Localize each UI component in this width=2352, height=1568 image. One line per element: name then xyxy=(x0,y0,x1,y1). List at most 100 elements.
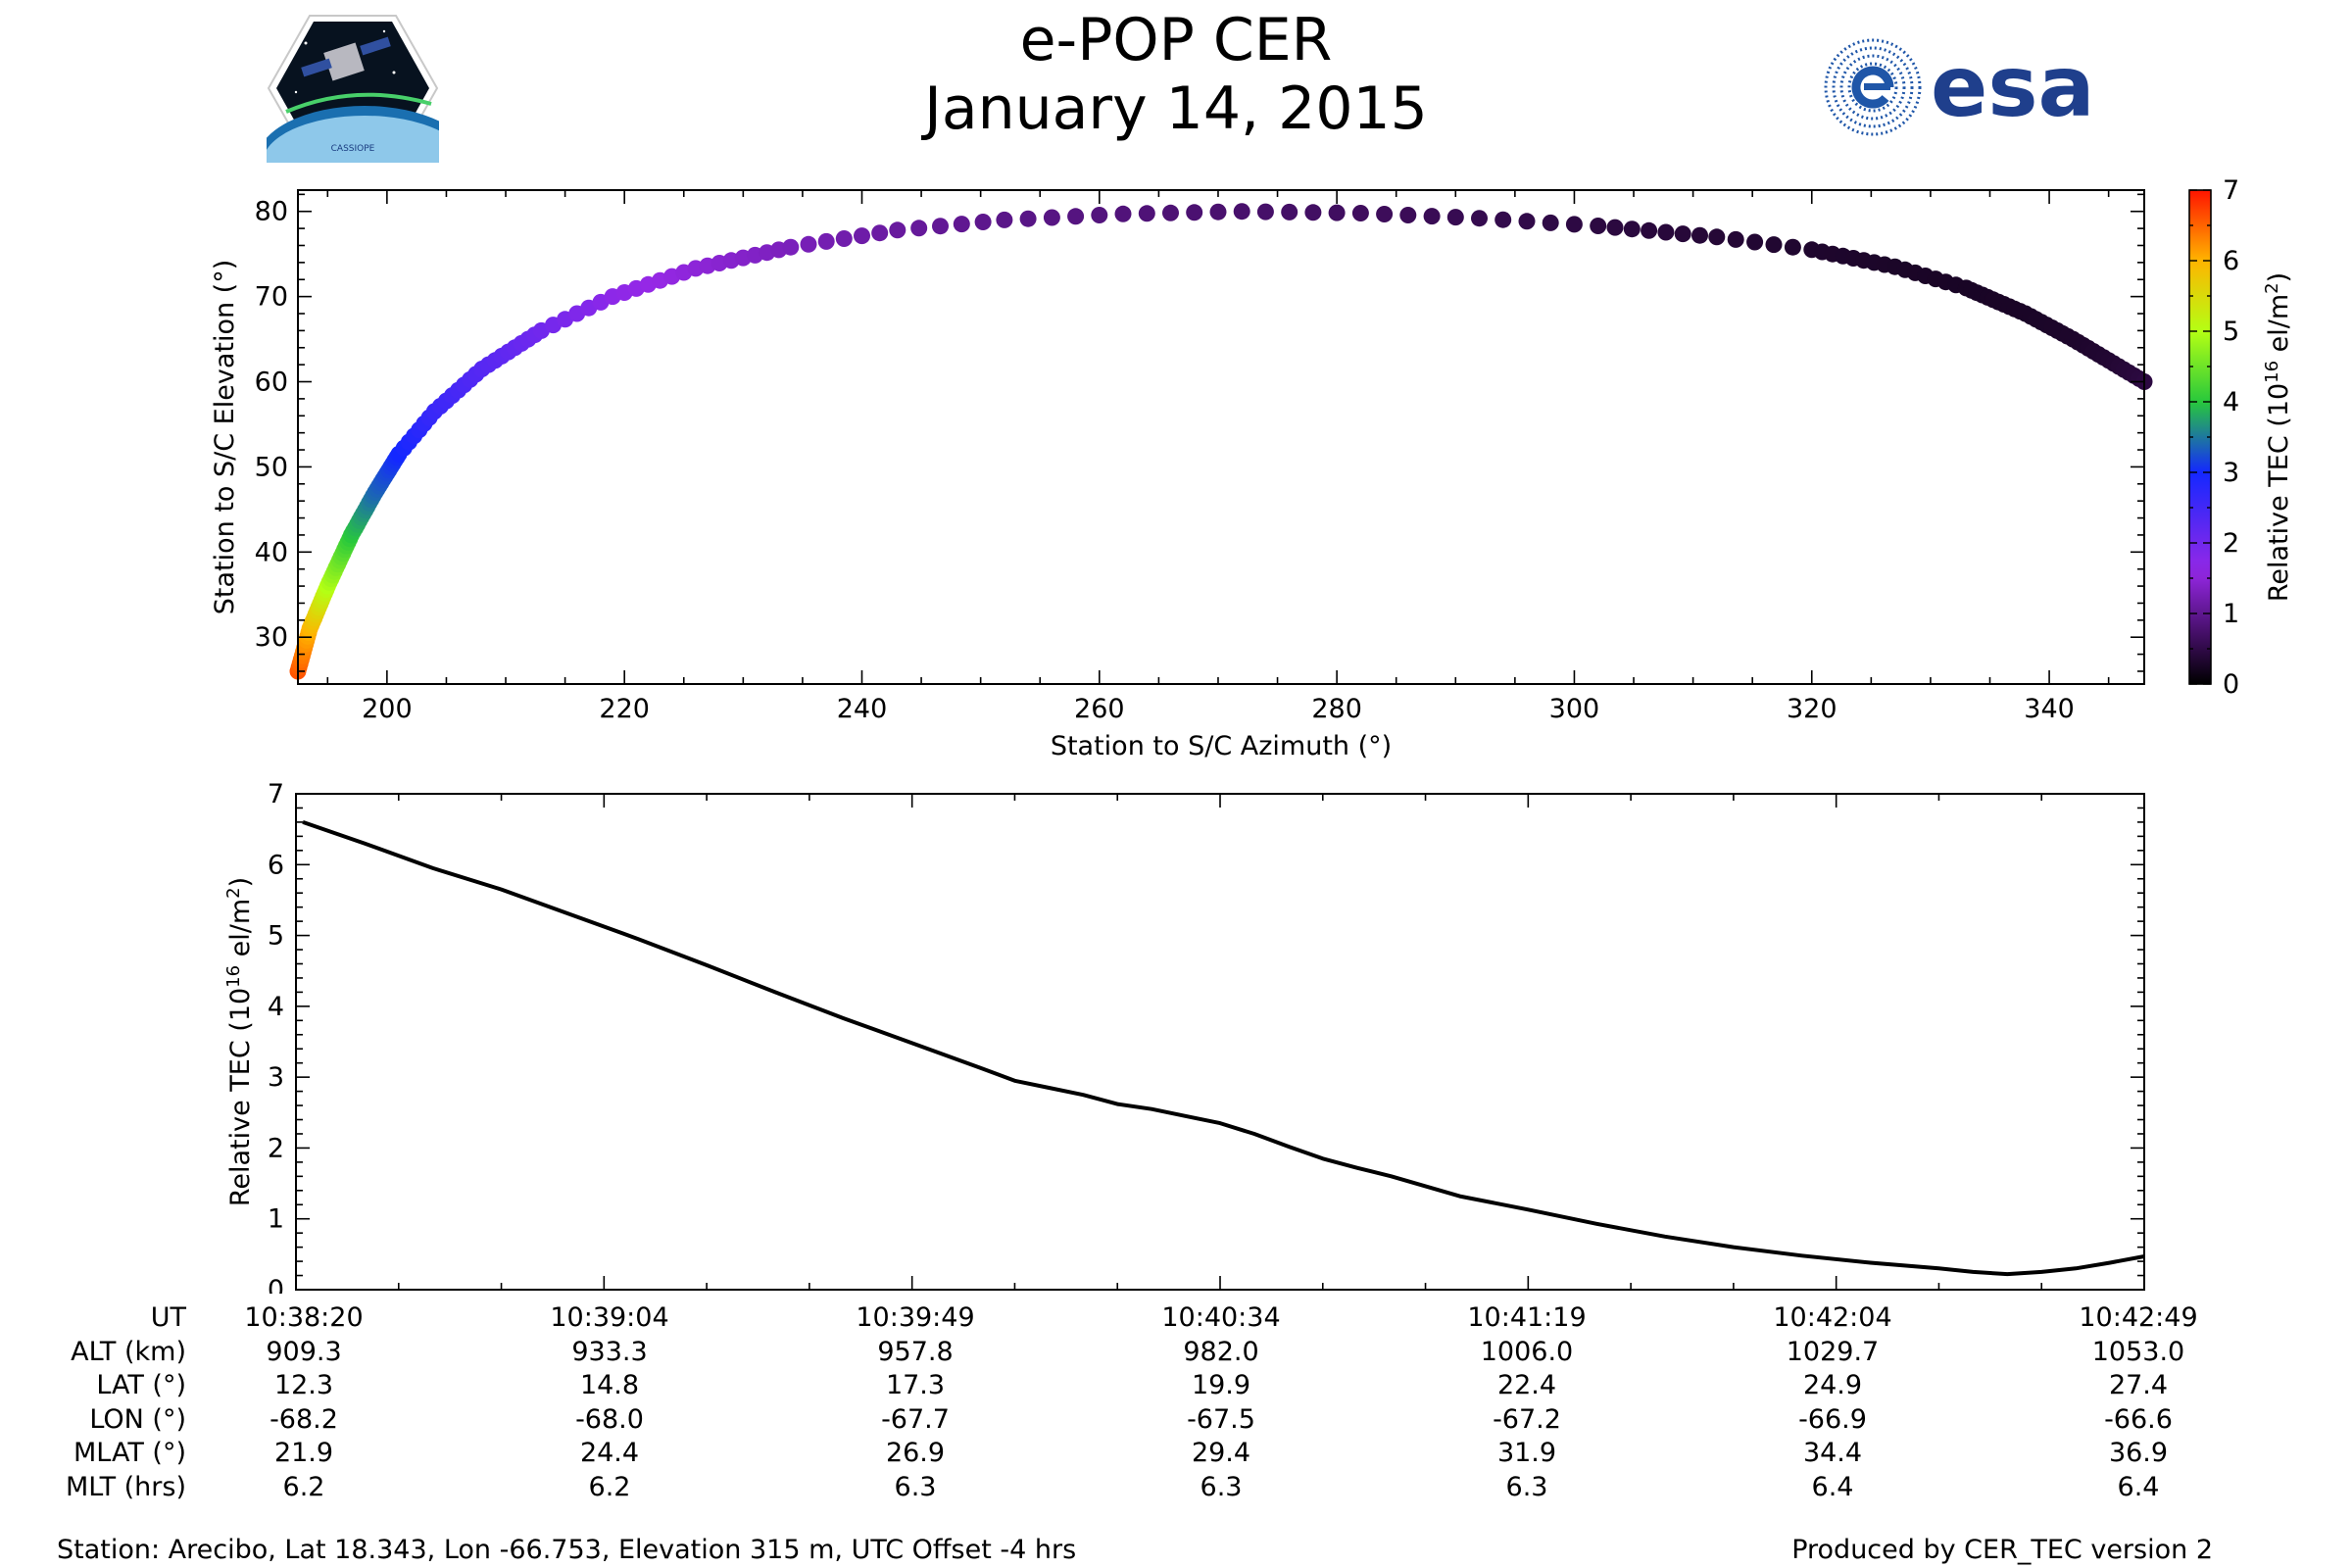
ephemeris-row: MLAT (°) 21.9 24.4 26.9 29.4 31.9 34.4 36.9 xyxy=(0,1437,2352,1470)
y-tick-label: 70 xyxy=(255,282,288,313)
ephemeris-cell: 12.3 xyxy=(273,1370,334,1400)
ephemeris-cell: -66.9 xyxy=(1798,1403,1867,1435)
ephemeris-cell: 19.9 xyxy=(1191,1370,1251,1400)
colorbar-tick-label: 5 xyxy=(2223,317,2239,347)
title-line-1: e-POP CER xyxy=(1019,6,1333,74)
track-point xyxy=(1043,209,1060,226)
ephemeris-cell: 982.0 xyxy=(1183,1336,1259,1367)
x-tick-label: 200 xyxy=(362,694,413,724)
ephemeris-cell: 10:38:20 xyxy=(244,1302,364,1333)
esa-logo: esa xyxy=(1824,38,2095,136)
y-axis: 30 40 50 60 70 80 Station to S/C Elevation (°) xyxy=(210,193,2144,672)
track-point xyxy=(1091,207,1108,223)
y-axis: 0 1 2 3 4 5 6 7 Relative TEC (1016 el/m2) xyxy=(223,779,2144,1294)
ephemeris-cell: 26.9 xyxy=(885,1438,946,1468)
track-point xyxy=(1256,203,1274,220)
y-tick-label: 2 xyxy=(268,1133,284,1163)
ephemeris-cell: 6.2 xyxy=(588,1471,631,1502)
ephemeris-cell: 22.4 xyxy=(1496,1370,1557,1400)
ephemeris-table: UT 10:38:20 10:39:04 10:39:49 10:40:34 10:41:… xyxy=(0,1301,2352,1527)
colorbar-tick-label: 7 xyxy=(2223,175,2239,206)
colorbar-tick-label: 1 xyxy=(2223,599,2239,629)
colorbar-tick-label: 4 xyxy=(2223,387,2239,417)
ephemeris-row: MLT (hrs) 6.2 6.2 6.3 6.3 6.3 6.4 6.4 xyxy=(0,1471,2352,1504)
track-point xyxy=(1641,221,1658,239)
track-point xyxy=(782,238,800,256)
track-point xyxy=(1114,205,1132,222)
x-tick-label: 340 xyxy=(2024,694,2075,724)
track-point xyxy=(1209,203,1227,220)
y-tick-label: 40 xyxy=(255,537,288,567)
ephemeris-cell: 10:42:49 xyxy=(2079,1302,2198,1333)
ephemeris-cell: 21.9 xyxy=(273,1438,334,1468)
track-point xyxy=(1423,208,1441,225)
ephemeris-cell: 24.9 xyxy=(1802,1370,1863,1400)
x-tick-label: 320 xyxy=(1787,694,1838,724)
x-axis-label: Station to S/C Azimuth (°) xyxy=(1051,731,1392,761)
ephemeris-cell: -68.0 xyxy=(575,1403,644,1435)
colorbar-tick-label: 2 xyxy=(2223,528,2239,559)
ephemeris-cell: 34.4 xyxy=(1802,1438,1863,1468)
logo-right-text: esa xyxy=(1931,38,2095,136)
track-point xyxy=(1067,208,1085,225)
ephemeris-row: ALT (km) 909.3 933.3 957.8 982.0 1006.0 1029.7… xyxy=(0,1336,2352,1369)
y-tick-label: 50 xyxy=(255,452,288,482)
ephemeris-cell: 10:39:04 xyxy=(550,1302,669,1333)
colorbar-label: Relative TEC (1016 el/m2) xyxy=(2262,272,2294,602)
track-point xyxy=(1399,207,1417,223)
ephemeris-cell: 10:41:19 xyxy=(1467,1302,1587,1333)
ephemeris-cell: -68.2 xyxy=(270,1403,338,1435)
x-axis: 200 220 240 260 280 300 320 340 Station to S/C A… xyxy=(326,190,2110,761)
track-point xyxy=(1590,218,1607,234)
track-point xyxy=(889,221,906,239)
ephemeris-cell: -66.6 xyxy=(2104,1403,2173,1435)
track-point xyxy=(974,214,992,230)
ephemeris-cell: 31.9 xyxy=(1496,1438,1557,1468)
colorbar-tick-label: 0 xyxy=(2223,669,2239,700)
track-point xyxy=(1784,238,1801,256)
track-point xyxy=(1019,210,1037,227)
track-point xyxy=(1623,220,1641,238)
x-tick-label: 220 xyxy=(599,694,650,724)
station-info: Station: Arecibo, Lat 18.343, Lon -66.75… xyxy=(57,1535,1077,1565)
ephemeris-cell: 27.4 xyxy=(2108,1370,2169,1400)
track-point xyxy=(1657,223,1675,241)
colorbar-tick-label: 3 xyxy=(2223,458,2239,488)
y-tick-label: 30 xyxy=(255,622,288,653)
track-point xyxy=(1446,209,1464,226)
ephemeris-cell: 6.3 xyxy=(1505,1471,1548,1502)
ephemeris-cell: -67.2 xyxy=(1493,1403,1561,1435)
ephemeris-cell: 6.2 xyxy=(282,1471,325,1502)
ephemeris-cell: 6.4 xyxy=(2117,1471,2160,1502)
y-axis-label: Relative TEC (1016 el/m2) xyxy=(223,877,256,1206)
ephemeris-row-label: LON (°) xyxy=(89,1403,186,1435)
ephemeris-row: UT 10:38:20 10:39:04 10:39:49 10:40:34 10:41:… xyxy=(0,1301,2352,1335)
cassiope-logo: CASSIOPE xyxy=(267,15,439,163)
track-point xyxy=(1233,203,1250,220)
title-line-2: January 14, 2015 xyxy=(924,74,1428,143)
ephemeris-cell: 909.3 xyxy=(266,1336,342,1367)
track-point xyxy=(1494,211,1512,228)
ephemeris-cell: 14.8 xyxy=(579,1370,640,1400)
track-point xyxy=(1328,204,1346,221)
track-point xyxy=(953,216,970,233)
track-point xyxy=(1708,228,1726,246)
y-tick-label: 1 xyxy=(268,1204,284,1235)
plot-frame xyxy=(297,189,2145,685)
y-tick-label: 6 xyxy=(268,850,284,880)
y-tick-label: 80 xyxy=(255,197,288,227)
track-point xyxy=(932,218,949,235)
track-point xyxy=(1471,210,1488,227)
y-tick-label: 4 xyxy=(268,992,284,1022)
track-point xyxy=(817,232,835,250)
x-axis xyxy=(295,794,2145,1290)
y-tick-label: 5 xyxy=(268,921,284,952)
tec-series-line xyxy=(302,820,2145,1277)
plot-frame xyxy=(295,793,2145,1291)
ephemeris-row-label: LAT (°) xyxy=(96,1370,186,1400)
y-axis-label: Station to S/C Elevation (°) xyxy=(210,260,240,615)
ephemeris-row: LON (°) -68.2 -68.0 -67.7 -67.5 -67.2 -66.9 -66… xyxy=(0,1403,2352,1437)
ephemeris-cell: -67.7 xyxy=(881,1403,950,1435)
x-tick-label: 300 xyxy=(1549,694,1600,724)
track-point xyxy=(1138,205,1155,222)
